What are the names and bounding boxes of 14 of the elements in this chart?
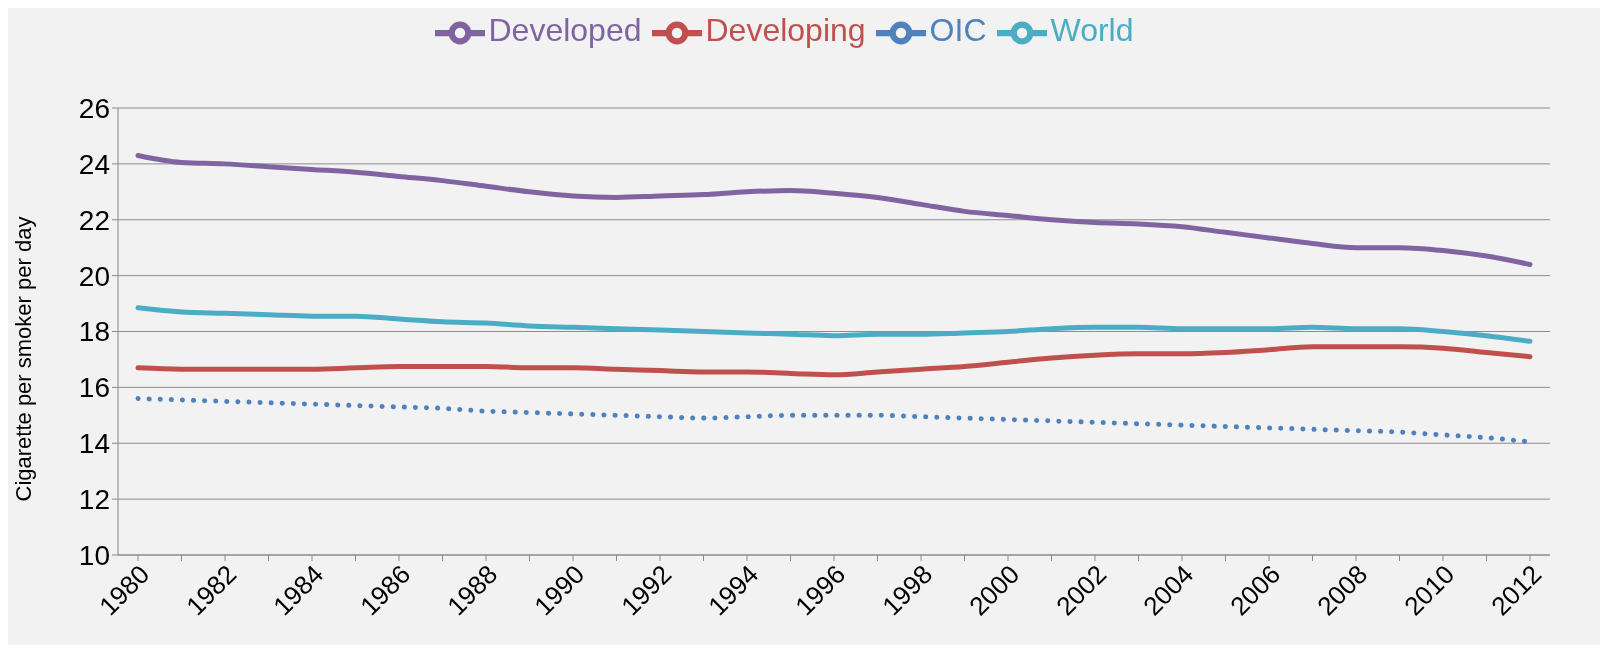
y-axis-title: Cigarette per smoker per day	[10, 216, 36, 502]
y-tick-label: 14	[78, 428, 110, 460]
legend-label: Developing	[705, 12, 866, 49]
y-tick-label: 12	[78, 484, 110, 516]
y-tick-label: 26	[78, 92, 110, 124]
y-tick-label: 16	[78, 372, 110, 404]
legend-label: Developed	[488, 12, 642, 49]
y-tick-label: 24	[78, 148, 110, 180]
legend-label: World	[1050, 12, 1134, 49]
legend-label: OIC	[929, 12, 987, 49]
y-tick-label: 10	[78, 539, 110, 571]
y-tick-label: 22	[78, 204, 110, 236]
y-tick-label: 20	[78, 260, 110, 292]
y-tick-label: 18	[78, 316, 110, 348]
